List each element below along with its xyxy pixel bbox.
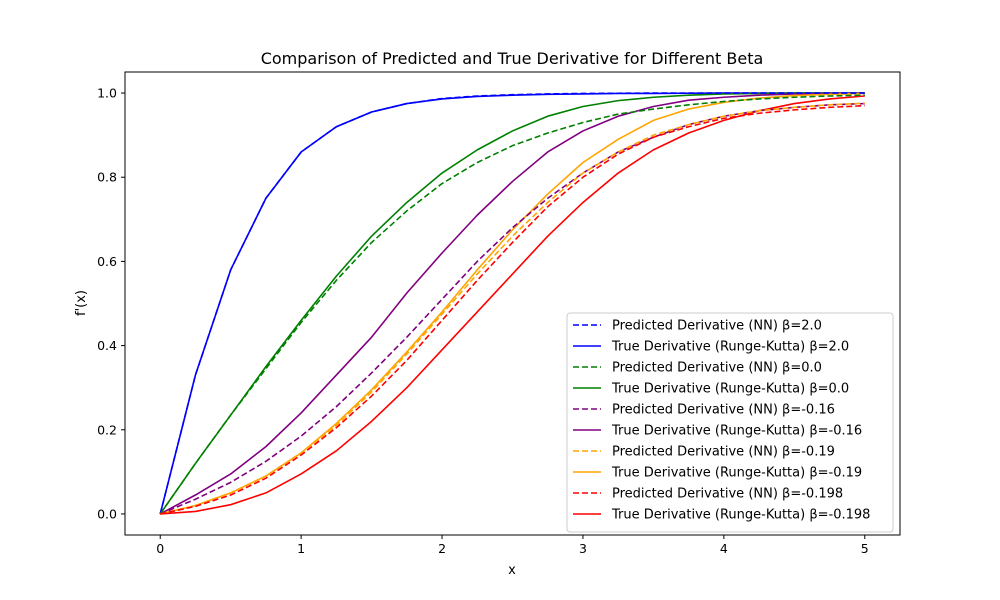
chart-title: Comparison of Predicted and True Derivat…: [261, 49, 764, 68]
y-tick-label: 0.8: [97, 170, 117, 185]
legend-label: Predicted Derivative (NN) β=-0.198: [612, 487, 843, 502]
x-axis: 0 1 2 3 4 5: [156, 535, 869, 556]
series-line-0: [159, 92, 865, 515]
legend-label: True Derivative (Runge-Kutta) β=-0.19: [611, 466, 862, 481]
y-axis-label: f'(x): [74, 290, 89, 316]
y-tick-label: 0.0: [97, 506, 117, 521]
x-tick-label: 3: [579, 541, 587, 556]
legend-label: True Derivative (Runge-Kutta) β=-0.16: [611, 424, 862, 439]
y-tick-label: 1.0: [97, 86, 117, 101]
x-tick-label: 2: [438, 541, 446, 556]
legend-label: Predicted Derivative (NN) β=-0.16: [612, 403, 835, 418]
y-tick-label: 0.4: [97, 338, 117, 353]
x-tick-label: 5: [861, 541, 869, 556]
legend: Predicted Derivative (NN) β=2.0 True Deri…: [566, 312, 894, 533]
y-tick-label: 0.6: [97, 254, 117, 269]
series-line-6: [160, 102, 865, 515]
legend-box: [566, 312, 894, 533]
legend-label: Predicted Derivative (NN) β=2.0: [612, 319, 822, 334]
y-axis: 0.0 0.2 0.4 0.6 0.8 1.0: [97, 86, 125, 521]
legend-label: Predicted Derivative (NN) β=0.0: [612, 361, 822, 376]
series-line-9: [160, 95, 865, 515]
plot-area: [159, 92, 865, 515]
x-tick-label: 1: [297, 541, 305, 556]
y-tick-label: 0.2: [97, 422, 117, 437]
legend-label: True Derivative (Runge-Kutta) β=-0.198: [611, 508, 870, 523]
series-line-8: [160, 104, 865, 515]
legend-label: True Derivative (Runge-Kutta) β=0.0: [611, 382, 849, 397]
series-line-5: [159, 92, 865, 515]
legend-label: Predicted Derivative (NN) β=-0.19: [612, 445, 835, 460]
legend-label: True Derivative (Runge-Kutta) β=2.0: [611, 340, 849, 355]
x-tick-label: 4: [720, 541, 728, 556]
series-line-2: [159, 94, 865, 515]
x-tick-label: 0: [156, 541, 164, 556]
x-axis-label: x: [508, 563, 516, 578]
plot-frame: [124, 71, 901, 536]
